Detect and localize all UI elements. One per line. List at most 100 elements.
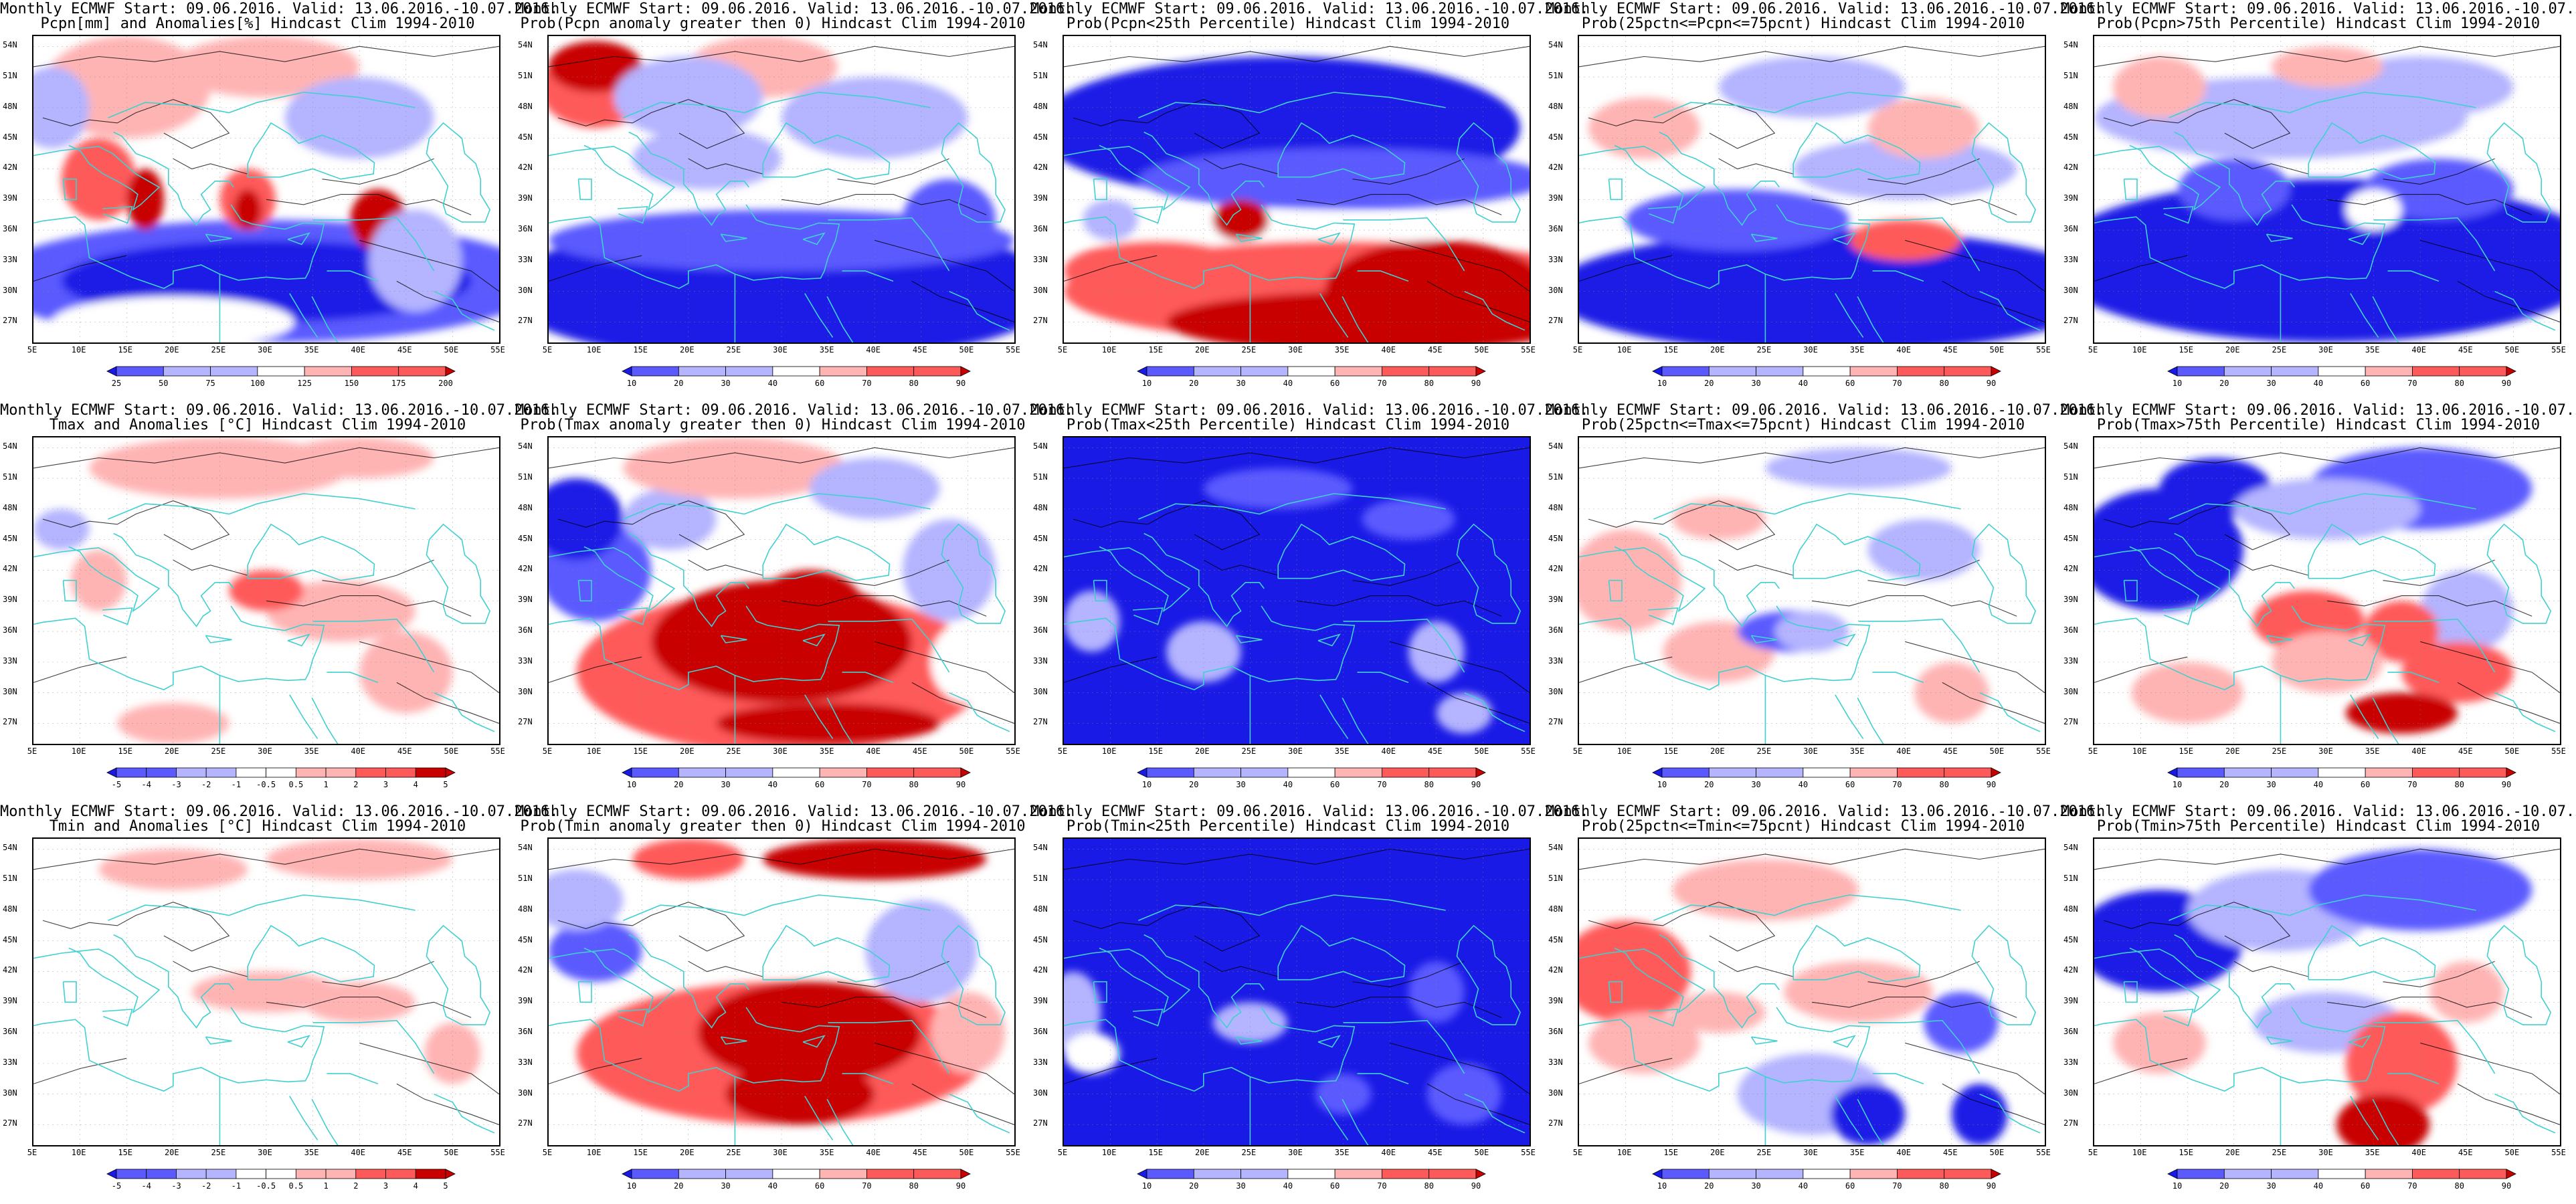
colorbar-label: -3 — [171, 1181, 181, 1191]
coastline — [205, 1036, 232, 1045]
lon-tick-label: 40E — [1896, 1148, 1912, 1157]
colorbar-swatch — [2318, 1169, 2366, 1179]
coastline — [762, 924, 891, 983]
lon-tick-label: 5E — [27, 345, 37, 355]
coastline — [804, 694, 834, 739]
colorbar-label: 10 — [1141, 379, 1152, 388]
coastline — [1872, 1073, 1924, 1085]
lon-tick-label: 55E — [1521, 746, 1536, 756]
colorbar-label: 20 — [1189, 780, 1199, 789]
coastline — [1579, 947, 1706, 1014]
coastline — [287, 232, 310, 245]
contour-line — [1203, 961, 1279, 977]
colorbar-label: 175 — [391, 379, 406, 388]
lon-tick-label: 25E — [726, 345, 741, 355]
coastline — [327, 1073, 379, 1085]
lat-tick-label: 36N — [518, 625, 533, 635]
lat-tick-label: 36N — [3, 625, 17, 635]
contour-line — [1352, 158, 1465, 185]
colorbar-label: 150 — [344, 379, 359, 388]
lon-tick-label: 20E — [679, 1148, 695, 1157]
lon-tick-label: 55E — [2036, 1148, 2051, 1157]
contour-line — [33, 45, 499, 68]
colorbar-swatch — [2271, 1169, 2319, 1179]
coastline — [1833, 232, 1856, 245]
lat-tick-label: 48N — [1548, 502, 1563, 512]
lon-tick-label: 25E — [1241, 1148, 1257, 1157]
colorbar-swatch — [2177, 767, 2225, 778]
contour-line — [549, 1058, 642, 1084]
contour-line — [875, 239, 1014, 292]
lat-tick-label: 30N — [1033, 686, 1048, 696]
colorbar-label: 10 — [626, 379, 637, 388]
lon-tick-label: 20E — [679, 345, 695, 355]
colorbar — [1137, 767, 1486, 778]
coastline — [2094, 204, 2386, 289]
coastline — [1235, 1036, 1263, 1045]
coastline — [2372, 296, 2399, 342]
coastline — [1579, 546, 1706, 613]
colorbar-swatch — [913, 1169, 961, 1179]
contour-line — [1352, 961, 1465, 987]
coastline — [1647, 1009, 1679, 1027]
colorbar-label: 40 — [767, 379, 778, 388]
coastline — [2387, 1073, 2440, 1085]
colorbar-swatch — [1146, 767, 1194, 778]
coastline — [549, 605, 840, 690]
colorbar-label: 1 — [323, 1181, 329, 1191]
colorbar-swatch — [2459, 1169, 2507, 1179]
lat-tick-label: 48N — [1033, 101, 1048, 111]
coastline — [1464, 290, 1526, 331]
coastline — [1653, 92, 1961, 118]
colorbar-swatch — [325, 1169, 357, 1179]
lon-tick-label: 35E — [819, 345, 834, 355]
lat-tick-label: 39N — [1033, 996, 1048, 1006]
lat-tick-label: 33N — [1548, 656, 1563, 666]
panel-title-line1: Monthly ECMWF Start: 09.06.2016. Valid: … — [2061, 402, 2576, 419]
coastline — [2373, 1019, 2496, 1074]
lon-tick-label: 25E — [1756, 1148, 1772, 1157]
coastline — [1833, 633, 1856, 647]
contour-line — [1390, 1042, 1530, 1095]
map-field — [549, 36, 1014, 342]
lon-tick-label: 20E — [164, 746, 179, 756]
lon-tick-label: 35E — [304, 345, 319, 355]
lat-tick-label: 27N — [2063, 717, 2078, 727]
contour-line — [1203, 158, 1279, 175]
lat-tick-label: 48N — [1548, 904, 1563, 914]
colorbar-swatch — [960, 1169, 971, 1179]
lon-tick-label: 5E — [27, 746, 37, 756]
panel-title-line2: Prob(Tmax<25th Percentile) Hindcast Clim… — [1066, 417, 1510, 433]
panel-title-line2: Prob(25pctn<=Pcpn<=75pcnt) Hindcast Clim… — [1581, 15, 2025, 32]
colorbar-label: 70 — [1892, 1181, 1902, 1191]
colorbar-label: 60 — [1329, 1181, 1340, 1191]
coastline — [1319, 293, 1349, 338]
coastline — [2174, 934, 2295, 1029]
map-frame — [1063, 837, 1531, 1146]
colorbar-swatch — [1287, 767, 1336, 778]
coastline — [247, 924, 375, 983]
contour-line — [1427, 682, 1530, 724]
lat-tick-label: 45N — [518, 533, 533, 543]
coastline — [2174, 131, 2295, 226]
colorbar — [2167, 366, 2516, 377]
lon-tick-label: 40E — [2411, 1148, 2427, 1157]
contour-line — [1579, 848, 2045, 870]
lat-tick-label: 30N — [3, 285, 17, 295]
coastline — [577, 178, 592, 201]
colorbar-label: 10 — [626, 1181, 637, 1191]
panel-title-line1: Monthly ECMWF Start: 09.06.2016. Valid: … — [0, 402, 559, 419]
colorbar-swatch — [2412, 366, 2460, 377]
coastline — [842, 270, 894, 282]
lat-tick-label: 27N — [1033, 1118, 1048, 1128]
field-region — [549, 209, 1014, 272]
colorbar-label: 80 — [2454, 379, 2464, 388]
lat-tick-label: 42N — [2063, 965, 2078, 975]
colorbar-swatch — [622, 767, 632, 778]
coastline — [1659, 934, 1780, 1029]
field-region — [549, 869, 624, 931]
lon-tick-label: 35E — [1849, 345, 1865, 355]
colorbar-label: 90 — [2501, 379, 2512, 388]
field-region — [725, 1063, 875, 1125]
lat-tick-label: 39N — [518, 595, 533, 605]
